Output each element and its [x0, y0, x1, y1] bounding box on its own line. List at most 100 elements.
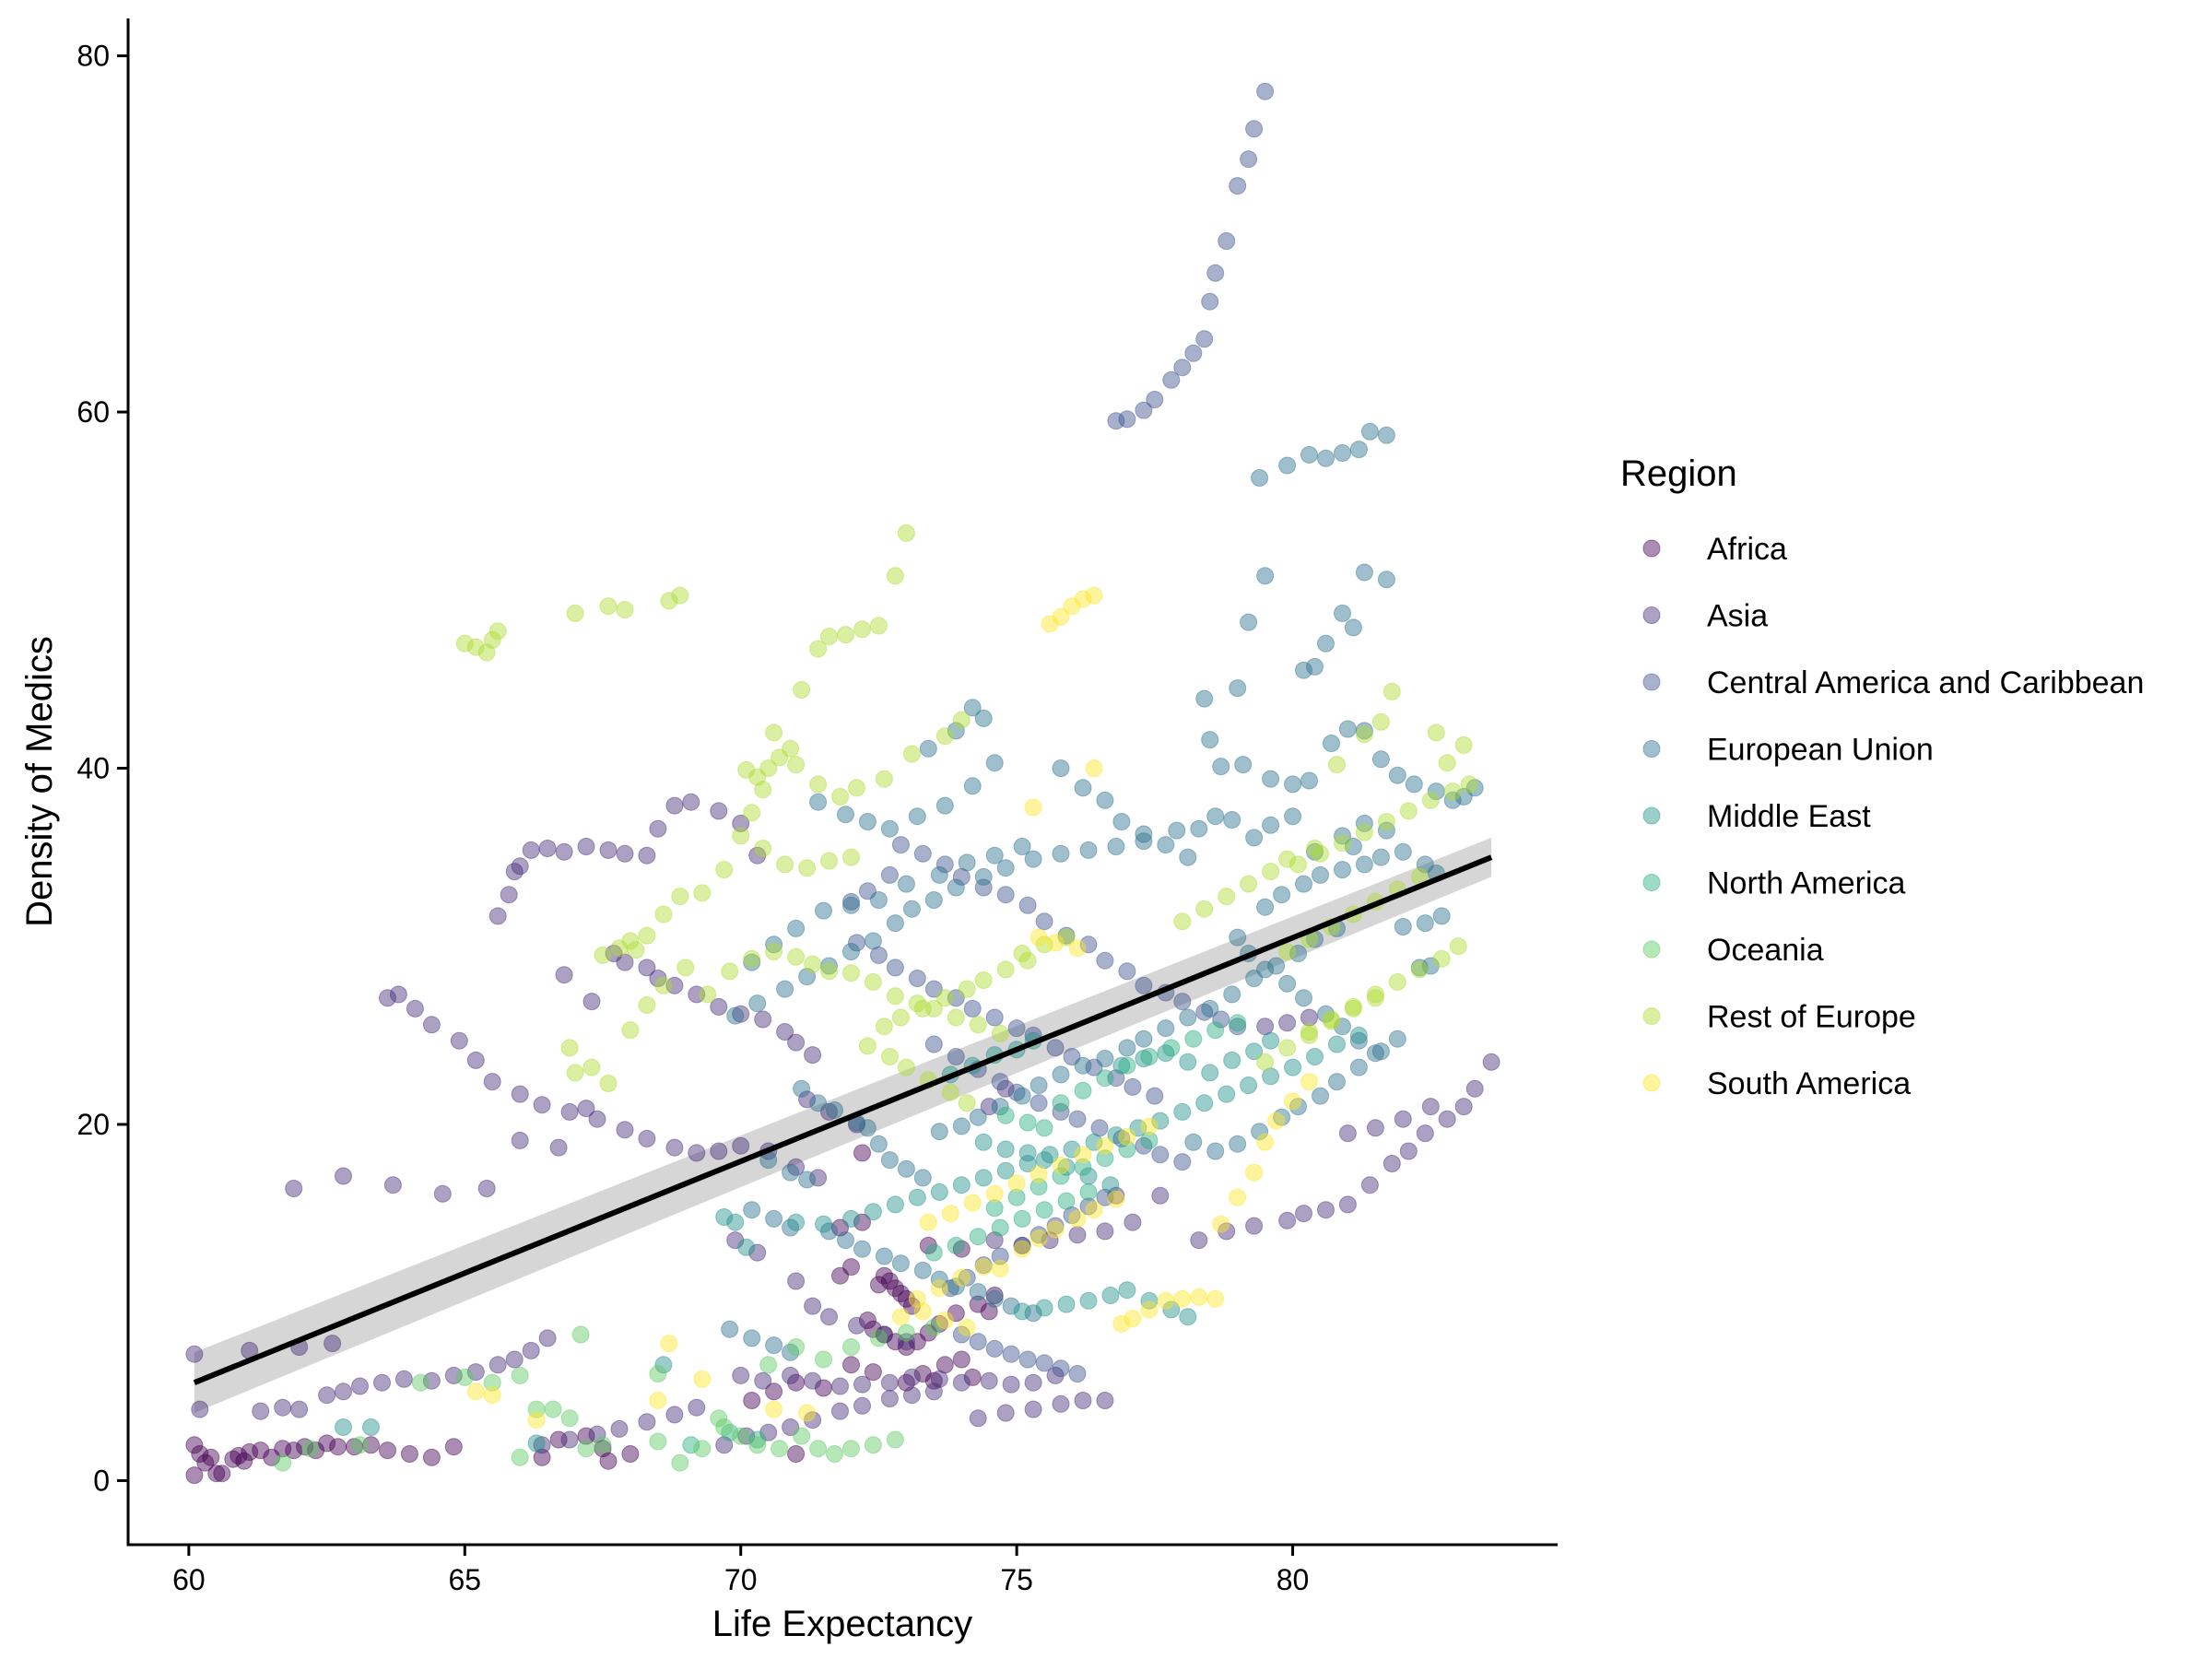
- data-point: [1068, 939, 1087, 958]
- data-point: [560, 1102, 579, 1121]
- data-point: [815, 1350, 832, 1369]
- data-point: [665, 1406, 684, 1424]
- data-point: [379, 1441, 396, 1460]
- data-point: [913, 1302, 932, 1321]
- data-point: [952, 1117, 971, 1135]
- data-point: [1366, 1044, 1384, 1063]
- data-point: [1107, 1186, 1125, 1205]
- legend-label: European Union: [1707, 733, 1934, 768]
- data-point: [1323, 735, 1340, 752]
- data-point: [754, 840, 772, 857]
- data-point: [853, 1213, 871, 1231]
- data-point: [555, 966, 573, 984]
- data-point: [1278, 974, 1297, 993]
- data-point: [477, 643, 496, 662]
- data-point: [1157, 836, 1175, 854]
- data-point: [1179, 1008, 1197, 1027]
- data-point: [804, 1411, 822, 1430]
- data-point: [782, 739, 800, 758]
- data-point: [1371, 848, 1390, 866]
- data-point: [1046, 1366, 1065, 1384]
- data-point: [263, 1448, 281, 1466]
- data-point: [1416, 914, 1434, 933]
- data-point: [880, 1272, 899, 1290]
- data-point: [1013, 1209, 1031, 1228]
- data-point: [1162, 1039, 1181, 1057]
- data-point: [930, 1314, 948, 1333]
- data-point: [1218, 888, 1236, 906]
- data-point: [875, 1018, 893, 1036]
- data-point: [875, 770, 893, 788]
- data-point: [571, 1325, 590, 1344]
- data-point: [511, 1131, 529, 1149]
- data-point: [1388, 1030, 1406, 1048]
- data-point: [649, 970, 667, 987]
- data-point: [869, 1329, 888, 1347]
- data-point: [787, 1338, 806, 1356]
- legend-item-middle-east: Middle East: [1642, 799, 1871, 834]
- data-point: [362, 1436, 380, 1454]
- data-point: [776, 855, 794, 874]
- data-point: [638, 926, 656, 945]
- data-point: [1195, 900, 1214, 918]
- data-point: [924, 1371, 943, 1390]
- data-point: [1240, 150, 1258, 169]
- data-point: [1306, 840, 1324, 857]
- data-point: [1007, 1083, 1026, 1101]
- data-point: [477, 1180, 496, 1197]
- data-point: [621, 932, 640, 950]
- data-point: [1256, 1018, 1275, 1036]
- data-point: [996, 1404, 1015, 1422]
- data-point: [831, 1402, 849, 1420]
- data-point: [1223, 1051, 1241, 1069]
- data-point: [318, 1434, 336, 1453]
- data-point: [837, 806, 854, 824]
- data-point: [1256, 1133, 1275, 1151]
- data-point: [693, 884, 712, 902]
- data-point: [853, 1144, 871, 1162]
- data-point: [1377, 426, 1395, 444]
- legend-item-africa: Africa: [1642, 532, 1787, 567]
- data-point: [875, 1325, 893, 1344]
- data-point: [383, 1176, 402, 1194]
- data-point: [908, 970, 926, 987]
- data-point: [627, 941, 645, 959]
- data-point: [1101, 1176, 1120, 1194]
- data-point: [1035, 1151, 1053, 1170]
- trend-confidence-band-layer: [194, 837, 1492, 1414]
- data-point: [732, 1366, 750, 1384]
- data-point: [902, 1297, 921, 1315]
- data-point: [1377, 571, 1395, 589]
- data-point: [577, 1427, 595, 1445]
- data-point: [466, 1051, 485, 1069]
- data-point: [771, 1440, 789, 1458]
- data-point: [1018, 1155, 1037, 1172]
- data-point: [1052, 1394, 1070, 1413]
- data-point: [1018, 1350, 1037, 1369]
- data-point: [649, 1392, 667, 1409]
- data-point: [941, 1279, 959, 1298]
- data-point: [235, 1452, 253, 1470]
- data-point: [560, 1039, 579, 1057]
- data-point: [1317, 449, 1335, 467]
- trend-line-layer: [193, 854, 1493, 1385]
- data-point: [1212, 1215, 1230, 1233]
- data-point: [969, 1283, 987, 1301]
- data-point: [594, 1436, 612, 1454]
- data-point: [1273, 886, 1291, 904]
- data-point: [1041, 615, 1059, 633]
- data-point: [1046, 1217, 1065, 1235]
- data-point: [483, 1386, 501, 1405]
- data-point: [974, 867, 993, 886]
- data-point: [952, 867, 971, 886]
- data-point: [1018, 1113, 1037, 1132]
- data-point: [1101, 1287, 1120, 1304]
- data-point: [710, 1142, 728, 1160]
- data-point: [1184, 1030, 1203, 1048]
- data-point: [935, 855, 954, 874]
- data-point: [1074, 1081, 1092, 1100]
- data-point: [952, 1325, 971, 1344]
- legend-item-south-america: South America: [1642, 1066, 1911, 1101]
- data-point: [1245, 120, 1264, 138]
- data-point: [902, 1386, 921, 1405]
